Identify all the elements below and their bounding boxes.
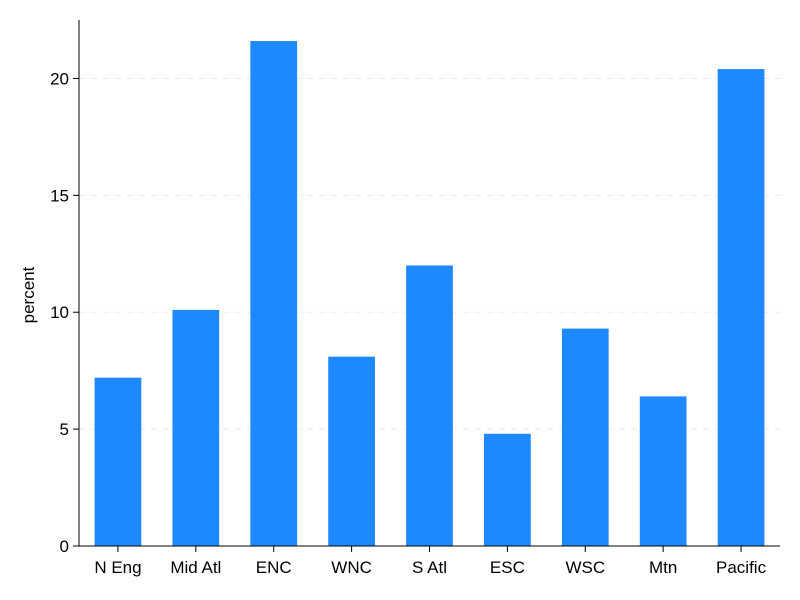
x-axis-ticks: N Eng Mid Atl ENC WNC S Atl ESC WSC Mtn Pacific: [94, 546, 767, 577]
y-tick-label: 10: [50, 303, 69, 322]
x-tick-label: ESC: [490, 558, 525, 577]
x-tick-label: ENC: [256, 558, 292, 577]
bars: [94, 41, 765, 547]
x-tick-label: WSC: [565, 558, 605, 577]
x-tick-label: WNC: [331, 558, 372, 577]
x-tick-label: Mid Atl: [170, 558, 221, 577]
y-tick-label: 5: [60, 420, 69, 439]
y-tick-label: 20: [50, 69, 69, 88]
x-tick-label: Pacific: [716, 558, 767, 577]
x-tick-label: S Atl: [412, 558, 447, 577]
x-tick-label: Mtn: [649, 558, 677, 577]
bar: [250, 41, 298, 546]
bar: [484, 433, 531, 546]
x-tick-label: N Eng: [94, 558, 141, 577]
bar: [639, 396, 687, 546]
bar: [406, 265, 453, 546]
y-axis-title: percent: [19, 266, 38, 323]
bar: [328, 356, 375, 546]
y-tick-label: 0: [60, 537, 69, 556]
y-axis-ticks: 0 5 10 15 20: [50, 69, 79, 556]
bar: [94, 377, 142, 546]
bar: [561, 328, 609, 546]
y-tick-label: 15: [50, 186, 69, 205]
bar: [172, 309, 220, 546]
bar: [717, 69, 765, 547]
